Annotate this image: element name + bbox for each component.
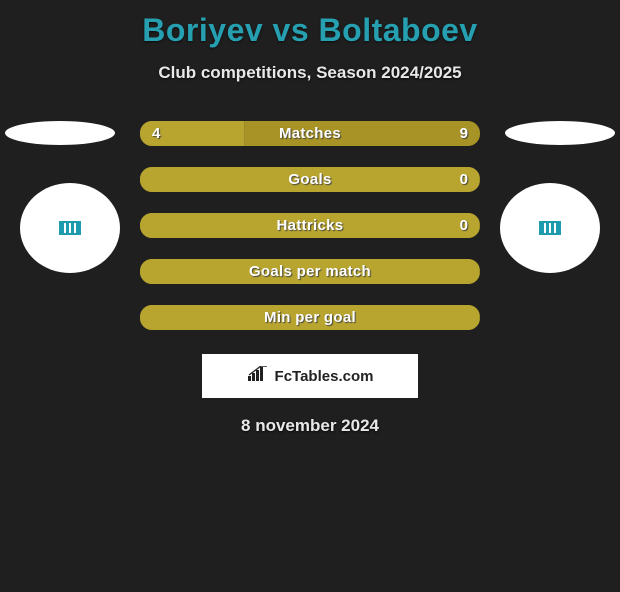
footer-date: 8 november 2024: [0, 416, 620, 436]
decor-ellipse-left: [5, 121, 115, 145]
stat-bar-goals: Goals 0: [140, 167, 480, 192]
stat-bar-goals-per-match: Goals per match: [140, 259, 480, 284]
stat-label: Goals per match: [140, 259, 480, 284]
stat-label: Hattricks: [140, 213, 480, 238]
page-subtitle: Club competitions, Season 2024/2025: [0, 63, 620, 83]
stat-bar-hattricks: Hattricks 0: [140, 213, 480, 238]
decor-ellipse-right: [505, 121, 615, 145]
team-crest-right-icon: [539, 221, 561, 235]
stat-bar-matches: 4 Matches 9: [140, 121, 480, 146]
attribution-text: FcTables.com: [275, 368, 374, 385]
team-crest-left-icon: [59, 221, 81, 235]
stat-label: Min per goal: [140, 305, 480, 330]
stat-label: Matches: [140, 121, 480, 146]
team-circle-left: [20, 183, 120, 273]
page-title: Boriyev vs Boltaboev: [0, 12, 620, 49]
stat-label: Goals: [140, 167, 480, 192]
team-circle-right: [500, 183, 600, 273]
comparison-stage: 4 Matches 9 Goals 0 Hattricks 0 Goals pe…: [0, 121, 620, 330]
stat-bars: 4 Matches 9 Goals 0 Hattricks 0 Goals pe…: [140, 121, 480, 330]
stat-val-right: 9: [460, 121, 468, 146]
stat-bar-min-per-goal: Min per goal: [140, 305, 480, 330]
stat-val-right: 0: [460, 213, 468, 238]
chart-bars-icon: [247, 366, 269, 387]
stat-val-right: 0: [460, 167, 468, 192]
attribution-box: FcTables.com: [202, 354, 418, 398]
